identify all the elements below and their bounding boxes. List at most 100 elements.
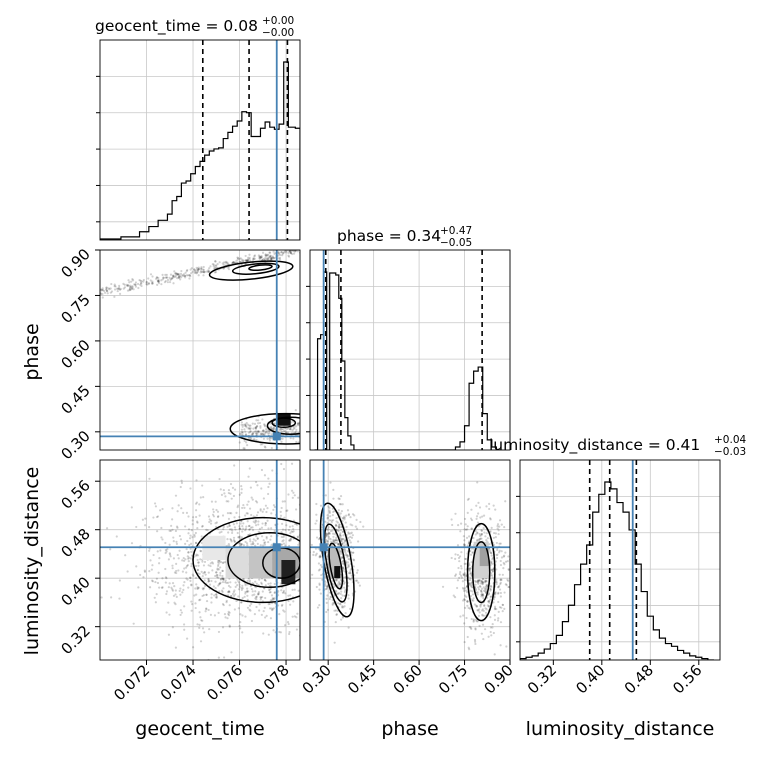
sample-point bbox=[303, 585, 305, 587]
sample-point bbox=[269, 257, 273, 260]
sample-point bbox=[244, 424, 247, 428]
sample-point bbox=[295, 628, 298, 631]
sample-point bbox=[244, 424, 248, 427]
sample-point bbox=[246, 258, 249, 261]
sample-point bbox=[339, 583, 342, 586]
sample-point bbox=[474, 627, 477, 630]
sample-point bbox=[228, 624, 231, 627]
sample-point bbox=[200, 267, 203, 270]
sample-point bbox=[343, 541, 346, 544]
sample-point bbox=[347, 621, 349, 623]
sample-point bbox=[272, 256, 276, 260]
sample-point bbox=[156, 279, 159, 282]
sample-point bbox=[178, 589, 181, 593]
sample-point bbox=[248, 579, 251, 582]
sample-point bbox=[258, 609, 261, 612]
sample-point bbox=[246, 503, 249, 506]
sample-point bbox=[250, 587, 253, 591]
sample-point bbox=[228, 577, 231, 580]
sample-point bbox=[331, 544, 334, 547]
sample-point bbox=[262, 258, 265, 261]
sample-point bbox=[264, 584, 267, 587]
sample-point bbox=[295, 523, 299, 526]
sample-point bbox=[470, 585, 473, 588]
sample-point bbox=[332, 538, 335, 541]
sample-point bbox=[126, 289, 130, 292]
sample-point bbox=[196, 568, 199, 572]
sample-point bbox=[344, 553, 347, 556]
sample-point bbox=[280, 440, 283, 443]
sample-point bbox=[480, 580, 483, 583]
sample-point bbox=[498, 549, 501, 552]
sample-point bbox=[454, 512, 457, 515]
sample-point bbox=[499, 559, 502, 563]
sample-point bbox=[450, 518, 453, 521]
sample-point bbox=[344, 611, 347, 615]
panel-frame-2-2 bbox=[519, 459, 721, 661]
sample-point bbox=[334, 621, 337, 624]
sample-point bbox=[270, 527, 273, 530]
sample-point bbox=[210, 593, 213, 596]
sample-point bbox=[205, 528, 208, 531]
sample-point bbox=[485, 505, 488, 508]
sample-point bbox=[480, 595, 483, 598]
sample-point bbox=[255, 419, 258, 422]
sample-point bbox=[221, 569, 224, 573]
sample-point bbox=[264, 596, 267, 600]
sample-point bbox=[355, 527, 359, 530]
sample-point bbox=[162, 276, 165, 279]
sample-point bbox=[199, 270, 203, 273]
sample-point bbox=[151, 275, 154, 278]
sample-point bbox=[259, 425, 262, 428]
sample-point bbox=[205, 599, 209, 603]
y-tick-label-phase: 0.45 bbox=[57, 381, 93, 417]
sample-point bbox=[260, 256, 263, 259]
sample-point bbox=[212, 515, 216, 518]
sample-point bbox=[268, 251, 271, 254]
sample-point bbox=[491, 556, 494, 559]
sample-point bbox=[196, 623, 199, 626]
sample-point bbox=[227, 488, 231, 492]
sample-point bbox=[347, 532, 350, 535]
sample-point bbox=[316, 542, 318, 544]
sample-point bbox=[308, 584, 310, 586]
sample-point bbox=[157, 278, 160, 282]
sample-point bbox=[245, 542, 249, 545]
sample-point bbox=[284, 528, 287, 532]
sample-point bbox=[347, 626, 350, 629]
sample-point bbox=[355, 518, 358, 521]
sample-point bbox=[354, 579, 358, 582]
sample-point bbox=[230, 595, 233, 598]
sample-point bbox=[148, 570, 151, 573]
sample-point bbox=[228, 528, 232, 531]
sample-point bbox=[216, 510, 220, 513]
sample-point bbox=[263, 587, 266, 590]
sample-point bbox=[249, 437, 252, 440]
sample-point bbox=[152, 516, 155, 519]
sample-point bbox=[465, 595, 468, 598]
sample-point bbox=[368, 582, 370, 584]
sample-point bbox=[279, 631, 282, 634]
sample-point bbox=[318, 556, 321, 559]
sample-point bbox=[338, 523, 341, 526]
sample-point bbox=[247, 427, 250, 430]
sample-point bbox=[459, 574, 463, 577]
sample-point bbox=[238, 581, 241, 584]
sample-point bbox=[248, 258, 251, 261]
sample-point bbox=[335, 613, 338, 616]
sample-point bbox=[230, 528, 233, 531]
sample-point bbox=[154, 580, 157, 584]
sample-point bbox=[258, 578, 261, 581]
sample-point bbox=[255, 438, 258, 442]
sample-point bbox=[243, 506, 246, 509]
sample-point bbox=[456, 553, 460, 557]
sample-point bbox=[489, 630, 492, 634]
sample-point bbox=[256, 511, 260, 514]
sample-point bbox=[248, 253, 251, 256]
sample-point bbox=[482, 589, 486, 592]
sample-point bbox=[254, 544, 257, 547]
sample-point bbox=[183, 567, 186, 570]
sample-point bbox=[246, 512, 249, 515]
sample-point bbox=[237, 588, 241, 591]
sample-point bbox=[483, 628, 487, 631]
